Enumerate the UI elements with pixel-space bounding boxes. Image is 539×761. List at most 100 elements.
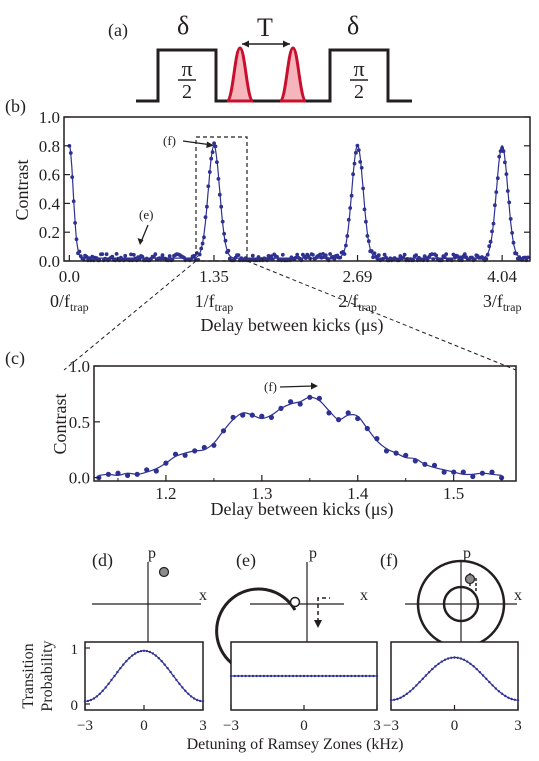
chart-c-point [499, 475, 505, 481]
prob-f-point [399, 696, 402, 699]
prob-e-point [310, 674, 313, 678]
chart-b-point [495, 176, 500, 181]
pulse-T: T [257, 13, 273, 42]
prob-d-point [136, 650, 140, 654]
prob-e-point [350, 674, 353, 678]
prob-d-point [101, 689, 104, 692]
prob-f-point [500, 692, 504, 695]
prob-f-point [446, 657, 450, 660]
chart-b-point [371, 255, 375, 260]
chart-b-point [332, 257, 337, 261]
prob-xtick-label: −3 [77, 718, 93, 734]
chart-b-point [510, 231, 514, 235]
chart-b: 0.0 0.2 0.4 0.6 0.8 1.0 0.0 1.35 2.69 4.04 Contr… [12, 108, 531, 371]
ramsey-pulse-trace [136, 48, 412, 103]
prob-d-point [83, 700, 87, 703]
chart-b-point [269, 254, 274, 258]
chart-b-point [497, 154, 502, 159]
chart-c-point [412, 458, 418, 464]
prob-e-point [240, 674, 244, 678]
prob-e-point [353, 674, 357, 678]
prob-f-point [421, 677, 424, 680]
chart-b-point [498, 149, 503, 154]
prob-f-point [472, 665, 475, 668]
prob-f-point [440, 660, 443, 663]
prob-f-point [443, 658, 447, 661]
chart-b-point [444, 252, 449, 256]
annot-f-b: (f) [163, 133, 176, 148]
phase-f-p-label: p [463, 545, 471, 562]
pulse-pi-1: π [181, 56, 192, 81]
chart-c-ylabel: Contrast [50, 394, 70, 455]
prob-f-point [456, 656, 459, 659]
prob-e-point [332, 674, 335, 678]
prob-d-point [148, 650, 152, 654]
chart-b-point [293, 255, 298, 260]
chart-b-point [323, 253, 328, 258]
chart-c-point [172, 451, 179, 457]
chart-c-xlabel: Delay between kicks (μs) [210, 499, 393, 520]
chart-b-point [430, 252, 434, 257]
chart-b-point [295, 252, 300, 257]
zoom-box [195, 136, 248, 262]
prob-f-point [412, 687, 415, 690]
prob-d-point [172, 674, 175, 678]
pulse-two-2: 2 [354, 81, 364, 103]
chart-b-point [355, 143, 360, 148]
prob-d-point [139, 649, 143, 653]
prob-d-point [195, 698, 199, 702]
prob-e-point [339, 674, 342, 678]
prob-f-point [510, 697, 513, 701]
chart-b-point [318, 252, 322, 257]
prob-xtick-label: 3 [373, 718, 381, 734]
chart-b-xtick-label: 2.69 [343, 267, 373, 286]
prob-d-point [92, 697, 96, 700]
chart-b-point [511, 240, 516, 245]
chart-b-ytick-label: 0.2 [39, 223, 60, 242]
chart-b-point [103, 256, 108, 261]
kick-pulse-1 [225, 46, 255, 103]
chart-c-point [364, 425, 370, 432]
chart-b-point [514, 251, 519, 256]
chart-b-point [484, 257, 489, 261]
prob-f-point [450, 656, 453, 659]
chart-b-point [207, 170, 212, 174]
prob-f-point [393, 698, 396, 701]
chart-b-point [431, 257, 436, 261]
prob-e-point [266, 674, 269, 678]
chart-b-point [366, 239, 371, 244]
chart-b-point [361, 186, 365, 191]
chart-b-point [507, 200, 512, 205]
prob-f-point [491, 684, 494, 687]
chart-c-point [431, 462, 438, 468]
chart-c-point [336, 417, 342, 423]
chart-b-ytick-label: 0.0 [39, 252, 60, 271]
prob-d-point [201, 700, 205, 703]
prob-e-point [262, 674, 266, 678]
prob-e-point [251, 674, 255, 678]
chart-b-point [319, 255, 324, 260]
chart-b-point [321, 252, 325, 256]
prob-d-point [190, 695, 193, 698]
chart-b-point [256, 255, 261, 259]
chart-c-point [288, 399, 294, 405]
chart-c-point [383, 448, 390, 454]
chart-b-point [275, 255, 279, 259]
chart-b-point [503, 160, 507, 165]
chart-b-point [401, 255, 406, 260]
prob-e-point [321, 674, 324, 678]
prob-ytick-label: 0 [71, 698, 79, 714]
chart-b-point [210, 150, 215, 155]
prob-d-point [142, 649, 146, 652]
prob-d-point [116, 670, 119, 674]
panel-label-d: (d) [92, 550, 113, 571]
chart-b-point [77, 249, 82, 254]
chart-b-point [345, 234, 350, 238]
prob-xtick-label: 0 [300, 718, 308, 734]
prob-f-point [427, 671, 431, 674]
prob-e-point [280, 674, 284, 678]
chart-b-point [205, 204, 209, 209]
prob-d-frame [84, 641, 204, 711]
chart-b-point [442, 255, 447, 260]
